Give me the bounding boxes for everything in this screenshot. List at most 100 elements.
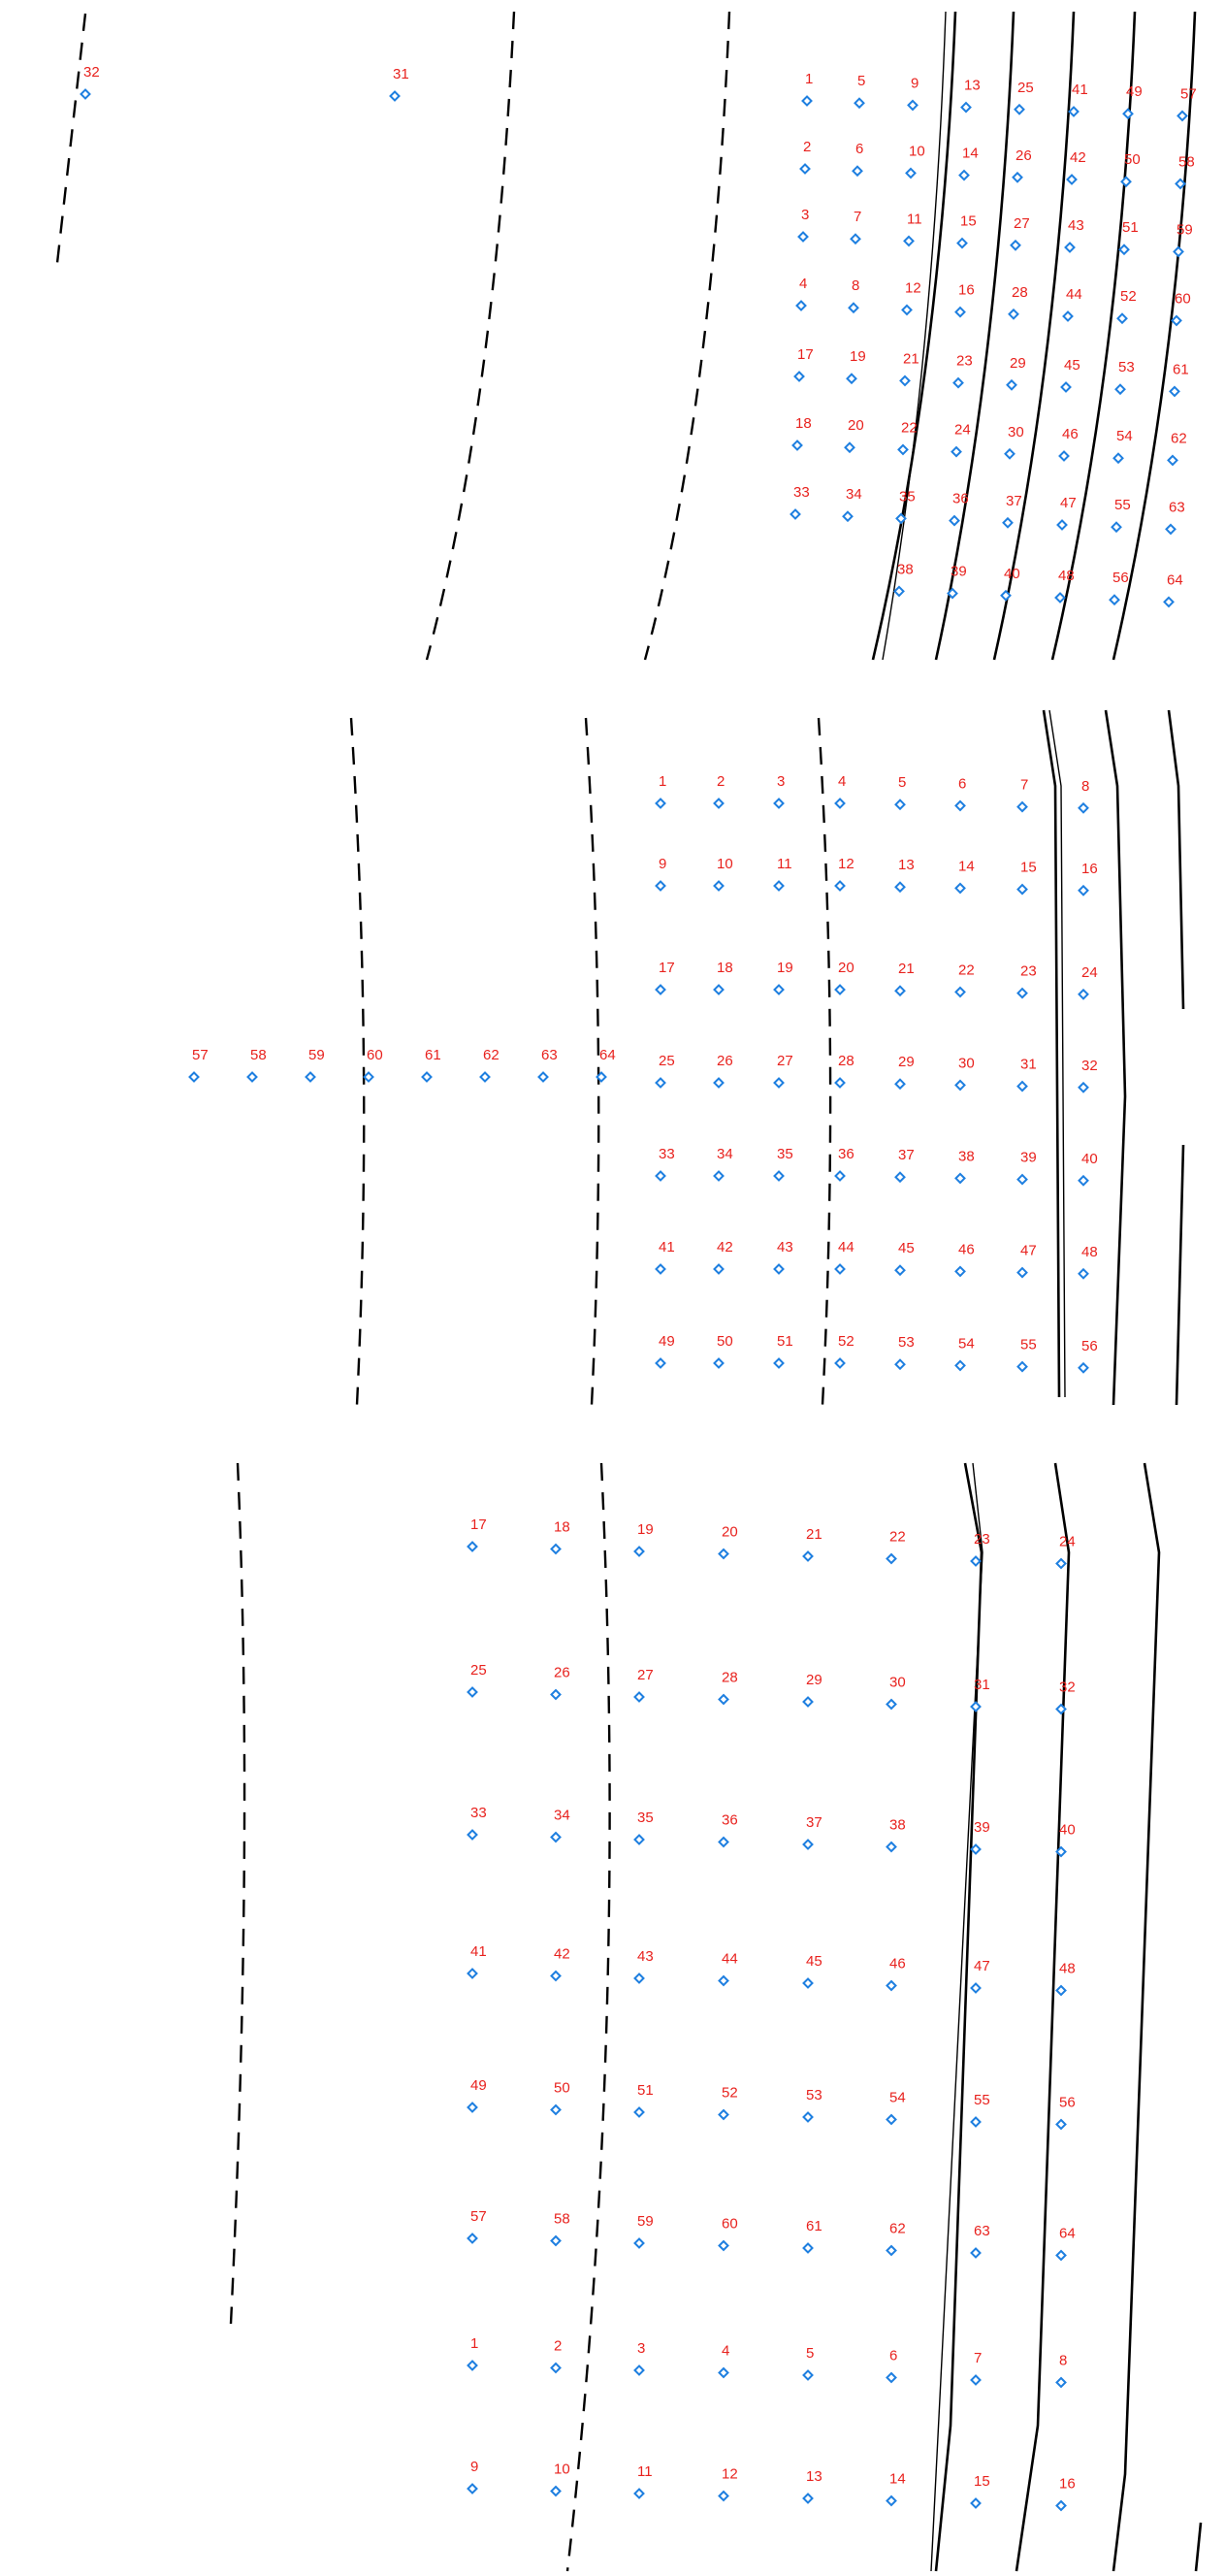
point-label: 50 [554,2080,570,2097]
point-marker [537,1071,549,1083]
point-label: 13 [806,2468,822,2485]
point-label: 61 [806,2218,822,2234]
point-label: 63 [1169,499,1185,515]
point-marker [389,90,401,102]
point-label: 32 [83,64,100,81]
point-marker [894,881,906,894]
point-marker [886,1979,897,1992]
point-label: 55 [1114,497,1131,513]
solid-curve [871,11,957,661]
point-label: 51 [1122,219,1139,236]
point-marker [655,984,666,995]
point-label: 63 [541,1047,558,1063]
point-marker [1171,314,1182,327]
point-label: 44 [1066,286,1082,303]
point-label: 11 [907,211,922,227]
point-label: 30 [889,1675,906,1691]
point-label: 22 [958,962,975,978]
point-marker [550,2362,562,2374]
point-label: 33 [470,1805,487,1821]
solid-curve [934,1462,983,2572]
point-label: 10 [554,2462,570,2478]
point-marker [633,1834,645,1845]
point-marker [1060,381,1072,393]
point-marker [550,1688,562,1701]
point-marker [793,371,805,382]
point-label: 58 [1178,153,1195,170]
solid-curve [1112,1462,1161,2572]
point-label: 9 [911,75,919,91]
point-marker [1114,383,1126,396]
point-label: 16 [958,282,975,299]
solid-curve [1194,2522,1203,2572]
point-label: 25 [659,1053,675,1069]
point-marker [954,1172,966,1185]
point-label: 53 [1118,359,1135,375]
point-label: 38 [958,1148,975,1164]
point-marker [467,2233,478,2244]
point-marker [713,1263,725,1275]
point-marker [1078,884,1089,897]
point-label: 2 [803,139,811,155]
point-label: 18 [795,415,812,432]
point-label: 47 [974,1958,990,1974]
point-marker [713,798,725,809]
point-marker [954,1079,966,1092]
point-label: 15 [960,213,977,230]
point-label: 28 [722,1670,738,1686]
point-marker [1165,523,1177,536]
point-label: 34 [717,1146,733,1162]
point-marker [655,1170,666,1182]
point-marker [479,1071,491,1083]
point-marker [773,798,785,809]
point-label: 45 [898,1240,915,1256]
point-marker [1055,1557,1067,1570]
point-label: 60 [722,2216,738,2233]
point-marker [954,799,966,812]
point-marker [633,1691,645,1703]
point-label: 3 [801,207,809,223]
point-label: 60 [367,1047,383,1063]
point-marker [246,1071,258,1083]
point-label: 41 [1072,82,1088,98]
point-marker [1016,987,1028,999]
point-label: 43 [1068,217,1084,234]
point-label: 10 [717,856,733,872]
point-marker [1062,310,1074,322]
point-marker [903,235,915,247]
point-marker [773,1077,785,1089]
point-label: 52 [722,2085,738,2102]
point-marker [467,2360,478,2371]
point-label: 13 [898,857,915,873]
point-marker [718,1974,729,1987]
point-marker [1169,385,1180,398]
point-marker [1006,378,1017,391]
point-label: 17 [659,960,675,976]
dashed-curve [584,717,600,1406]
point-label: 8 [1081,778,1089,795]
point-marker [1116,312,1128,325]
point-marker [305,1071,316,1083]
dashed-curve [54,13,87,273]
solid-curve [930,1462,983,2572]
point-marker [791,440,803,451]
point-marker [1122,108,1134,120]
point-marker [842,510,854,523]
point-label: 33 [793,484,810,501]
point-label: 10 [909,143,925,159]
point-label: 45 [806,1953,822,1970]
point-label: 55 [1020,1337,1037,1353]
point-label: 64 [1059,2226,1076,2242]
point-label: 15 [974,2473,990,2490]
point-label: 14 [889,2471,906,2488]
point-label: 40 [1059,1822,1076,1839]
point-label: 23 [956,353,973,370]
point-marker [550,2234,562,2247]
point-label: 57 [1180,85,1197,102]
point-label: 14 [962,146,979,162]
point-marker [954,1359,966,1372]
point-marker [718,1693,729,1706]
point-label: 23 [1020,963,1037,980]
point-marker [970,1982,982,1994]
solid-curve [882,11,947,661]
